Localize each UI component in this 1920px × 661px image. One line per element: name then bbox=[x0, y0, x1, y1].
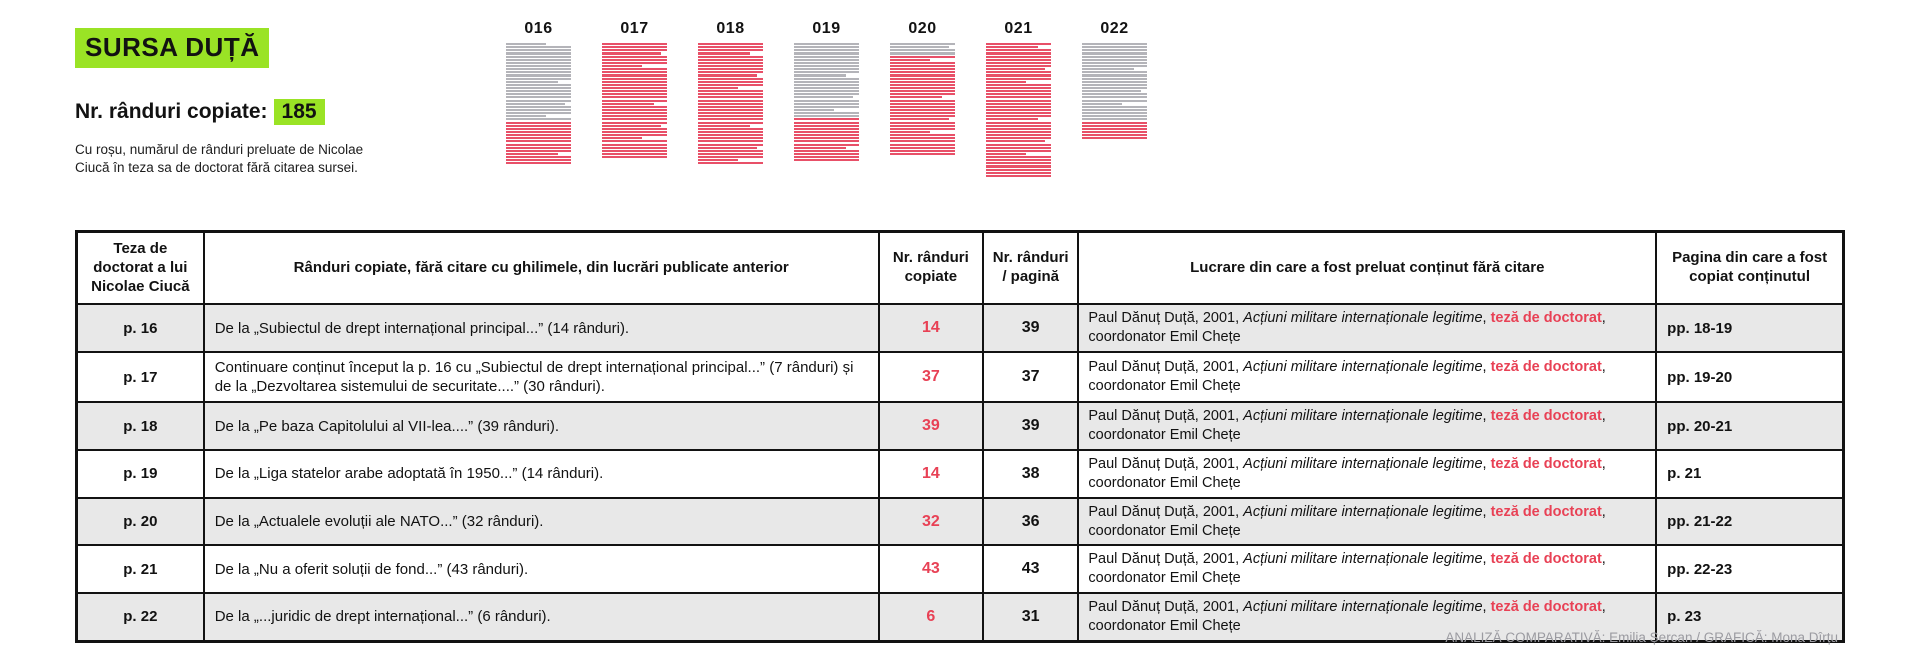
source-work-cell: Paul Dănuț Duță, 2001, Acțiuni militare … bbox=[1077, 401, 1658, 451]
column-header: Lucrare din care a fost preluat conținut… bbox=[1077, 230, 1658, 306]
copied-description-cell: De la „Pe baza Capitolului al VII-lea...… bbox=[202, 401, 880, 451]
table-row: p. 20 De la „Actualele evoluții ale NATO.… bbox=[75, 496, 1845, 547]
source-pages-cell: p. 21 bbox=[1655, 449, 1845, 499]
table-row: p. 19 De la „Liga statelor arabe adoptată… bbox=[75, 449, 1845, 499]
table-row: p. 21 De la „Nu a oferit soluții de fond.… bbox=[75, 544, 1845, 595]
page-thumbnail-label: 022 bbox=[1100, 20, 1129, 37]
copied-description-cell: Continuare conținut început la p. 16 cu … bbox=[202, 350, 880, 404]
table-row: p. 22 De la „...juridic de drept internaț… bbox=[75, 592, 1845, 643]
lines-per-page-cell: 31 bbox=[981, 592, 1080, 643]
thesis-page-cell: p. 20 bbox=[75, 496, 205, 547]
page-thumbnail-lines bbox=[602, 43, 667, 159]
table-row: p. 18 De la „Pe baza Capitolului al VII-l… bbox=[75, 401, 1845, 451]
copied-description-cell: De la „Liga statelor arabe adoptată în 1… bbox=[202, 449, 880, 499]
legend-caption: Cu roșu, numărul de rânduri preluate de … bbox=[75, 142, 364, 175]
copied-lines-count-cell: 6 bbox=[877, 592, 984, 643]
table-header-row: Teza de doctorat a lui Nicolae Ciucă Rând… bbox=[75, 230, 1845, 306]
lines-per-page-cell: 39 bbox=[981, 303, 1080, 353]
page-thumbnail-lines bbox=[698, 43, 763, 165]
page-thumbnail-label: 020 bbox=[908, 20, 937, 37]
page-thumbnail-017: 017 bbox=[602, 20, 667, 159]
page-thumbnail-018: 018 bbox=[698, 20, 763, 165]
thesis-page-cell: p. 16 bbox=[75, 303, 205, 353]
column-header: Pagina din care a fost copiat conținutul bbox=[1655, 230, 1845, 306]
copied-lines-count-cell: 43 bbox=[877, 544, 984, 595]
lines-per-page-cell: 39 bbox=[981, 401, 1080, 451]
page-thumbnail-019: 019 bbox=[794, 20, 859, 162]
page-title: SURSA DUȚĂ bbox=[75, 28, 270, 68]
copied-description-cell: De la „Actualele evoluții ale NATO...” (… bbox=[202, 496, 880, 547]
column-header: Rânduri copiate, fără citare cu ghilimel… bbox=[202, 230, 880, 306]
copied-lines-count-cell: 14 bbox=[877, 449, 984, 499]
page-thumbnails-chart: 016 017 018 019 020 021 022 bbox=[506, 20, 1178, 178]
column-header: Teza de doctorat a lui Nicolae Ciucă bbox=[75, 230, 205, 306]
copied-description-cell: De la „...juridic de drept internațional… bbox=[202, 592, 880, 643]
lines-per-page-cell: 43 bbox=[981, 544, 1080, 595]
stat-value-badge: 185 bbox=[273, 99, 325, 125]
copied-lines-count-cell: 37 bbox=[877, 350, 984, 404]
source-pages-cell: pp. 20-21 bbox=[1655, 401, 1845, 451]
source-work-cell: Paul Dănuț Duță, 2001, Acțiuni militare … bbox=[1077, 496, 1658, 547]
page-thumbnail-020: 020 bbox=[890, 20, 955, 156]
source-work-cell: Paul Dănuț Duță, 2001, Acțiuni militare … bbox=[1077, 592, 1658, 643]
stat-label: Nr. rânduri copiate: bbox=[75, 100, 268, 123]
page-thumbnail-label: 018 bbox=[716, 20, 745, 37]
source-pages-cell: p. 23 bbox=[1655, 592, 1845, 643]
page-thumbnail-lines bbox=[986, 43, 1051, 177]
thesis-page-cell: p. 22 bbox=[75, 592, 205, 643]
source-pages-cell: pp. 21-22 bbox=[1655, 496, 1845, 547]
thesis-page-cell: p. 18 bbox=[75, 401, 205, 451]
column-header: Nr. rânduri copiate bbox=[877, 230, 984, 306]
copied-lines-count-cell: 14 bbox=[877, 303, 984, 353]
page-thumbnail-label: 016 bbox=[524, 20, 553, 37]
source-pages-cell: pp. 18-19 bbox=[1655, 303, 1845, 353]
lines-per-page-cell: 37 bbox=[981, 350, 1080, 404]
page-thumbnail-label: 019 bbox=[812, 20, 841, 37]
page-thumbnail-lines bbox=[1082, 43, 1147, 140]
copied-lines-count-cell: 32 bbox=[877, 496, 984, 547]
source-work-cell: Paul Dănuț Duță, 2001, Acțiuni militare … bbox=[1077, 303, 1658, 353]
thesis-page-cell: p. 21 bbox=[75, 544, 205, 595]
lines-per-page-cell: 38 bbox=[981, 449, 1080, 499]
column-header: Nr. rânduri / pagină bbox=[981, 230, 1080, 306]
source-work-cell: Paul Dănuț Duță, 2001, Acțiuni militare … bbox=[1077, 350, 1658, 404]
source-pages-cell: pp. 22-23 bbox=[1655, 544, 1845, 595]
copied-lines-stat: Nr. rânduri copiate: 185 bbox=[75, 99, 325, 125]
table-row: p. 16 De la „Subiectul de drept internați… bbox=[75, 303, 1845, 353]
table-body: p. 16 De la „Subiectul de drept internați… bbox=[75, 303, 1845, 643]
table-row: p. 17 Continuare conținut început la p. 1… bbox=[75, 350, 1845, 404]
lines-per-page-cell: 36 bbox=[981, 496, 1080, 547]
source-pages-cell: pp. 19-20 bbox=[1655, 350, 1845, 404]
page-thumbnail-label: 017 bbox=[620, 20, 649, 37]
comparison-table: Teza de doctorat a lui Nicolae Ciucă Rând… bbox=[75, 230, 1845, 643]
page-thumbnail-lines bbox=[794, 43, 859, 162]
thesis-page-cell: p. 19 bbox=[75, 449, 205, 499]
page-thumbnail-016: 016 bbox=[506, 20, 571, 165]
page-thumbnail-022: 022 bbox=[1082, 20, 1147, 140]
thesis-page-cell: p. 17 bbox=[75, 350, 205, 404]
copied-description-cell: De la „Nu a oferit soluții de fond...” (… bbox=[202, 544, 880, 595]
page-thumbnail-lines bbox=[506, 43, 571, 165]
copied-lines-count-cell: 39 bbox=[877, 401, 984, 451]
credits: ANALIZĂ COMPARATIVĂ: Emilia Șercan / GRA… bbox=[1445, 630, 1838, 645]
page-thumbnail-label: 021 bbox=[1004, 20, 1033, 37]
source-work-cell: Paul Dănuț Duță, 2001, Acțiuni militare … bbox=[1077, 449, 1658, 499]
copied-description-cell: De la „Subiectul de drept internațional … bbox=[202, 303, 880, 353]
page-thumbnail-lines bbox=[890, 43, 955, 156]
page-thumbnail-021: 021 bbox=[986, 20, 1051, 178]
source-work-cell: Paul Dănuț Duță, 2001, Acțiuni militare … bbox=[1077, 544, 1658, 595]
